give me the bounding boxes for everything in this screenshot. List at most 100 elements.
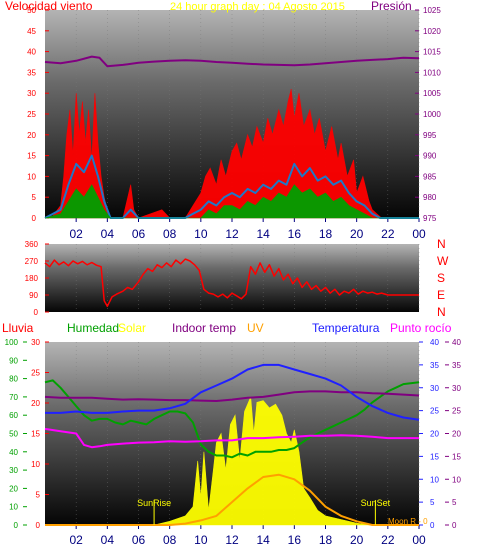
x-tick-label: 16	[288, 533, 302, 547]
compass-label: W	[437, 254, 449, 268]
wind-pressure-panel: Velocidad viento 24 hour graph day : 04 …	[5, 0, 441, 241]
pressure-series	[44, 55, 420, 68]
indoor-temp-tick-label: 35	[452, 361, 461, 370]
temperature-tick-label: 15	[430, 452, 439, 461]
rain-tick-label: 15	[31, 430, 40, 439]
indoor-temp-tick-label: 10	[452, 475, 461, 484]
rain-label: Lluvia	[2, 321, 34, 335]
uv-series	[45, 473, 419, 526]
direction-tick-label: 360	[25, 240, 39, 249]
percent-tick-label: 80	[9, 375, 18, 384]
rain-tick-label: 30	[31, 338, 40, 347]
x-tick-label: 02	[69, 533, 83, 547]
temperature-label: Temperatura	[312, 321, 380, 335]
solar-series	[154, 396, 373, 526]
climate-series	[44, 363, 420, 526]
x-tick-label: 08	[163, 227, 177, 241]
direction-series	[44, 258, 419, 308]
dew-point-label: Punto rocío	[390, 321, 452, 335]
temperature-tick-label: 10	[430, 475, 439, 484]
percent-tick-label: 70	[9, 393, 18, 402]
pressure-tick-label: 1025	[423, 6, 441, 15]
direction-tick-label: 270	[25, 257, 39, 266]
wind-left-axis: 0 5 10 15 20 25 30 35 40 45 50	[27, 6, 49, 223]
x-tick-label: 06	[132, 227, 146, 241]
wind-speed-tick-label: 20	[27, 131, 36, 140]
indoor-temp-tick-label: 5	[452, 498, 457, 507]
wind-speed-tick-label: 15	[27, 152, 36, 161]
percent-tick-label: 40	[9, 448, 18, 457]
temperature-tick-label: 25	[430, 407, 439, 416]
direction-tick-label: 180	[25, 274, 39, 283]
x-tick-label: 12	[225, 227, 239, 241]
x-tick-label: 16	[288, 227, 302, 241]
uv-label: UV	[247, 321, 264, 335]
x-tick-label: 22	[381, 227, 395, 241]
pressure-label: Presión	[371, 0, 412, 13]
percent-tick-label: 100	[5, 338, 19, 347]
compass-label: S	[437, 271, 445, 285]
x-tick-label: 04	[101, 533, 115, 547]
direction-x-axis	[75, 244, 420, 312]
gust-series	[44, 88, 419, 219]
pressure-tick-label: 1010	[423, 68, 441, 77]
wind-speed-tick-label: 50	[27, 6, 36, 15]
x-tick-label: 14	[256, 533, 270, 547]
indoor-series	[44, 390, 420, 402]
indoor-temp-tick-label: 40	[452, 338, 461, 347]
climate-panel: Lluvia Humedad Solar Indoor temp UV Temp…	[2, 321, 461, 547]
rain-tick-label: 20	[31, 399, 40, 408]
percent-tick-label: 60	[9, 411, 18, 420]
wind-speed-tick-label: 45	[27, 27, 36, 36]
temperature-tick-label: 0	[430, 521, 435, 530]
direction-tick-label: 0	[34, 308, 39, 317]
x-tick-label: 18	[319, 227, 333, 241]
indoor-temp-tick-label: 25	[452, 407, 461, 416]
indoor-temp-label: Indoor temp	[172, 321, 236, 335]
indoor-temp-tick-label: 15	[452, 452, 461, 461]
dew-series	[44, 427, 419, 449]
x-tick-label: 18	[319, 533, 333, 547]
pressure-tick-label: 1000	[423, 110, 441, 119]
humidity-series	[44, 379, 420, 459]
indoor-temp-tick-label: 0	[452, 521, 457, 530]
wind-speed-label: Velocidad viento	[5, 0, 93, 13]
sunrise-label: SunRise	[137, 498, 171, 508]
wind-series	[44, 55, 420, 219]
wind-speed-tick-label: 40	[27, 48, 36, 57]
sun-annotations: SunRise SunSet Moon R - 0	[137, 498, 428, 526]
direction-plot-background	[45, 244, 419, 312]
wind-speed-tick-label: 30	[27, 89, 36, 98]
rain-tick-label: 25	[31, 369, 40, 378]
percent-tick-label: 50	[9, 430, 18, 439]
x-tick-label: 22	[381, 533, 395, 547]
indoor-temp-tick-label: 30	[452, 384, 461, 393]
rain-tick-label: 5	[36, 491, 41, 500]
x-tick-label: 04	[101, 227, 115, 241]
temperature-axis: 0 0 5 5 10 10 15 15 20 20 25 25 30 30 35 35 40 40	[419, 338, 461, 530]
pressure-tick-label: 980	[423, 193, 437, 202]
wind-speed-tick-label: 0	[32, 214, 37, 223]
x-tick-label: 00	[412, 227, 426, 241]
moon-label: Moon R - 0	[388, 517, 428, 526]
percent-tick-label: 20	[9, 484, 18, 493]
wind-speed-tick-label: 35	[27, 68, 36, 77]
chart-title: 24 hour graph day : 04 Agosto 2015	[170, 1, 345, 13]
x-tick-label: 20	[350, 533, 364, 547]
temperature-tick-label: 40	[430, 338, 439, 347]
percent-tick-label: 30	[9, 466, 18, 475]
x-tick-label: 12	[225, 533, 239, 547]
indoor-temp-tick-label: 20	[452, 430, 461, 439]
temperature-tick-label: 30	[430, 384, 439, 393]
x-tick-label: 10	[194, 533, 208, 547]
rain-tick-label: 10	[31, 460, 40, 469]
temperature-tick-label: 5	[430, 498, 435, 507]
direction-left-axis: 0 90 180 270 360	[25, 240, 49, 317]
direction-series	[44, 258, 419, 308]
x-tick-label: 02	[69, 227, 83, 241]
avg-series	[44, 154, 419, 219]
wind-speed-tick-label: 10	[27, 172, 36, 181]
